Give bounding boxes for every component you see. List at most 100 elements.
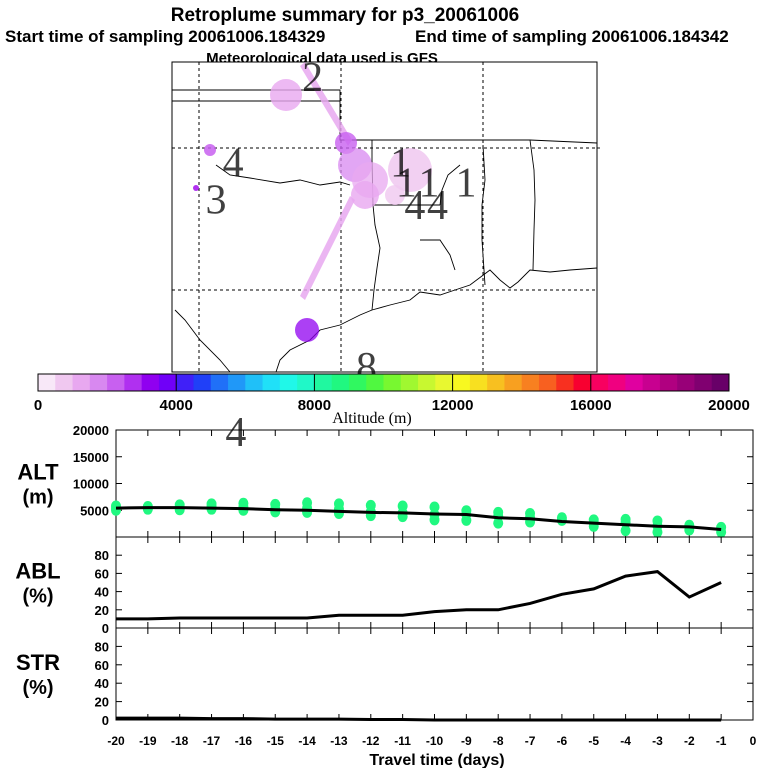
panel-unit: (m) <box>22 487 53 509</box>
colorbar-swatch <box>590 374 609 391</box>
x-tick-label: -4 <box>620 734 631 748</box>
day-marker-label: 1 <box>396 160 417 206</box>
str-line <box>116 716 722 722</box>
x-axis-label: Travel time (days) <box>369 752 504 768</box>
colorbar-swatch <box>366 374 384 391</box>
x-tick-label: -17 <box>203 734 221 748</box>
panel-unit: (%) <box>22 586 53 608</box>
alt-point <box>270 506 281 518</box>
day-marker-label: 1 <box>455 160 476 206</box>
plume-blob <box>204 144 216 156</box>
colorbar-swatch <box>331 374 350 391</box>
y-tick-label: 20000 <box>73 423 109 438</box>
colorbar-tick-label: 12000 <box>432 397 474 414</box>
colorbar-swatch <box>435 374 454 391</box>
colorbar-swatch <box>659 374 678 391</box>
colorbar-swatch <box>107 374 125 391</box>
colorbar-swatch <box>89 374 108 391</box>
x-tick-label: -18 <box>171 734 189 748</box>
day-marker-label: 2 <box>302 55 323 101</box>
colorbar-swatch <box>348 374 367 391</box>
y-tick-label: 0 <box>102 621 109 636</box>
alt-point <box>302 506 313 518</box>
y-tick-label: 20 <box>95 603 109 618</box>
time-series-panels: 5000100001500020000ALT(m)020406080ABL(%)… <box>15 423 756 768</box>
x-tick-label: -3 <box>652 734 663 748</box>
alt-point <box>429 501 440 513</box>
x-tick-label: -5 <box>588 734 599 748</box>
panel-alt: 5000 10000 15000 20000 ALT(m) <box>17 423 754 538</box>
panel-frame <box>115 536 754 629</box>
y-tick-label: 10000 <box>73 477 109 492</box>
colorbar-swatch <box>556 374 575 391</box>
colorbar-swatch <box>72 374 91 391</box>
colorbar-swatch <box>452 374 471 391</box>
y-tick-label: 60 <box>95 566 109 581</box>
x-tick-label: -16 <box>235 734 253 748</box>
colorbar-swatch <box>677 374 695 391</box>
altitude-colorbar: 0 4000 8000 12000 16000 20000 Altitude (m) <box>34 373 750 427</box>
day-marker-label: 4 <box>225 410 246 456</box>
colorbar-swatch <box>504 374 523 391</box>
x-tick-label: -15 <box>267 734 285 748</box>
colorbar-swatch <box>245 374 264 391</box>
y-tick-label: 80 <box>95 548 109 563</box>
colorbar-swatch <box>141 374 160 391</box>
x-tick-label: -7 <box>525 734 536 748</box>
alt-point <box>461 514 472 526</box>
colorbar-swatch <box>314 374 333 391</box>
panel-title: STR <box>16 650 60 675</box>
trajectory-path-south <box>300 196 355 300</box>
x-tick-label: -8 <box>493 734 504 748</box>
day-marker-label: 3 <box>206 177 227 223</box>
alt-point <box>493 517 504 529</box>
alt-point <box>493 506 504 518</box>
abl-line <box>116 570 722 621</box>
y-tick-label: 80 <box>95 639 109 654</box>
colorbar-swatch <box>469 374 488 391</box>
colorbar-swatch <box>124 374 143 391</box>
colorbar-swatch <box>400 374 419 391</box>
x-tick-label: -11 <box>394 734 411 748</box>
trajectory-path-north <box>300 62 352 146</box>
colorbar-swatch <box>521 374 540 391</box>
colorbar-swatch <box>262 374 281 391</box>
colorbar-swatch <box>711 374 730 391</box>
panel-unit: (%) <box>22 677 53 699</box>
map-frame <box>171 61 598 373</box>
alt-point <box>174 504 185 516</box>
colorbar-swatch <box>418 374 436 391</box>
day-marker-label: 1 <box>390 140 411 186</box>
colorbar-swatch <box>193 374 212 391</box>
panel-frame <box>115 627 754 721</box>
colorbar-swatch <box>538 374 557 391</box>
colorbar-swatch <box>210 374 229 391</box>
plume-blob <box>270 79 302 111</box>
colorbar-swatch <box>694 374 713 391</box>
day-marker-label: 4 <box>427 183 448 229</box>
plume-blob <box>388 148 432 192</box>
day-marker-label: 4 <box>404 183 425 229</box>
day-marker-label: 1 <box>419 160 440 206</box>
y-tick-label: 15000 <box>73 450 109 465</box>
x-tick-label: -12 <box>362 734 380 748</box>
x-tick-label: -14 <box>298 734 316 748</box>
panel-title: ABL <box>15 559 60 584</box>
x-tick-label: -19 <box>139 734 157 748</box>
y-tick-label: 40 <box>95 585 109 600</box>
colorbar-swatch <box>383 374 402 391</box>
y-tick-label: 5000 <box>80 503 109 518</box>
y-tick-label: 60 <box>95 658 109 673</box>
colorbar-swatch <box>642 374 661 391</box>
colorbar-swatch <box>38 374 56 391</box>
colorbar-tick-label: 16000 <box>570 397 612 414</box>
panel-title: ALT <box>17 460 59 485</box>
colorbar-tick-label: 20000 <box>708 397 750 414</box>
plume-blob <box>385 185 405 205</box>
colorbar-tick-label: 0 <box>34 397 42 414</box>
colorbar-tick-label: 8000 <box>298 397 331 414</box>
start-time-label: Start time of sampling 20061006.184329 <box>5 27 325 46</box>
trajectory-layer <box>193 62 432 342</box>
